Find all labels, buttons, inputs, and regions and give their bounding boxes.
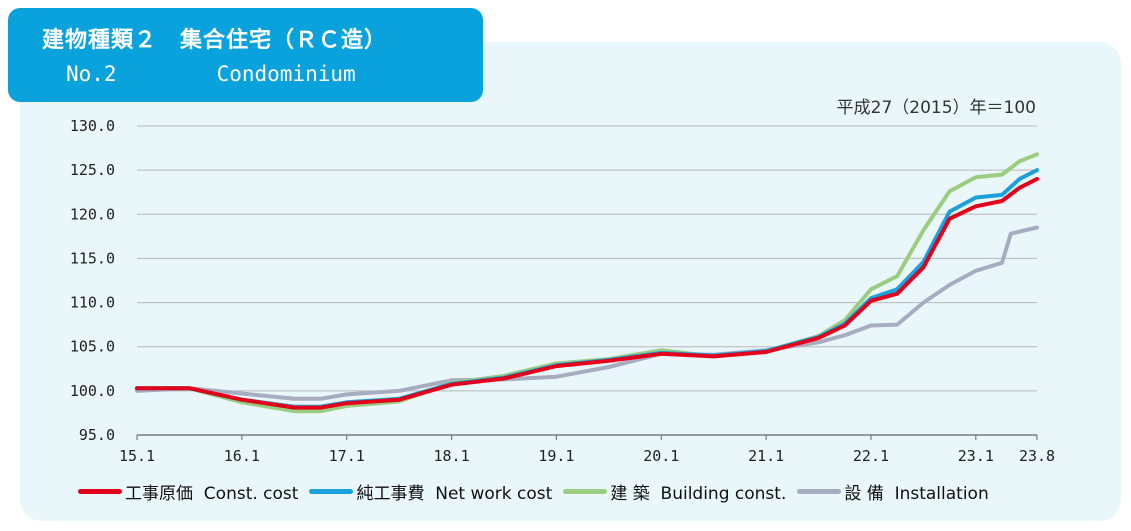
x-axis-tick-labels: 15.1 16.1 17.1 18.1 19.1 20.1 21.1 22.1 23.1 23.8 xyxy=(119,447,1055,465)
x-axis xyxy=(136,434,1038,440)
legend-item: 設 備 Installation xyxy=(797,479,989,504)
x-tick-label: 22.1 xyxy=(853,447,889,465)
x-tick-label: 20.1 xyxy=(643,447,679,465)
x-tick-label: 21.1 xyxy=(748,447,784,465)
y-tick-label: 120.0 xyxy=(70,205,115,223)
legend-swatch xyxy=(563,488,608,494)
chart-title-en: No.2 Condominium xyxy=(66,62,356,86)
x-tick-label: 23.1 xyxy=(958,447,994,465)
y-tick-label: 105.0 xyxy=(70,338,115,356)
y-axis-tick-labels: 130.0 125.0 120.0 115.0 110.0 105.0 100.0 95.0 xyxy=(70,117,115,444)
legend-swatch xyxy=(309,488,354,494)
legend-label: 工事原価 Const. cost xyxy=(125,483,299,504)
y-tick-label: 125.0 xyxy=(70,161,115,179)
gridlines xyxy=(137,125,1037,436)
legend-item: 工事原価 Const. cost xyxy=(78,479,298,504)
x-tick-label: 16.1 xyxy=(224,447,260,465)
series-lines xyxy=(135,152,1039,414)
legend-label: 設 備 Installation xyxy=(844,483,989,504)
legend-item: 純工事費 Net work cost xyxy=(309,479,552,504)
y-tick-label: 100.0 xyxy=(70,382,115,400)
y-tick-label: 110.0 xyxy=(70,294,115,312)
x-tick-label: 15.1 xyxy=(119,447,155,465)
series-line-3 xyxy=(135,225,1039,401)
x-tick-label: 23.8 xyxy=(1019,447,1055,465)
title-box: 建物種類２ 集合住宅（ＲＣ造） No.2 Condominium xyxy=(8,8,483,102)
chart-title-jp: 建物種類２ 集合住宅（ＲＣ造） xyxy=(42,28,388,53)
legend-item: 建 築 Building const. xyxy=(563,479,786,504)
chart-panel xyxy=(20,42,1121,521)
legend-swatch xyxy=(78,488,122,494)
series-line-0 xyxy=(135,177,1039,410)
x-tick-label: 19.1 xyxy=(538,447,574,465)
y-tick-label: 115.0 xyxy=(70,249,115,267)
y-tick-label: 95.0 xyxy=(79,426,115,444)
x-tick-label: 18.1 xyxy=(434,447,470,465)
legend: 工事原価 Const. cost 純工事費 Net work cost 建 築 Bu… xyxy=(78,478,1000,504)
legend-label: 建 築 Building const. xyxy=(610,483,787,504)
building-type-number: No.2 xyxy=(66,62,117,86)
base-year-note: 平成27（2015）年＝100 xyxy=(836,98,1036,118)
legend-label: 純工事費 Net work cost xyxy=(356,483,553,504)
building-type-name: Condominium xyxy=(216,62,356,86)
x-tick-label: 17.1 xyxy=(329,447,365,465)
y-tick-label: 130.0 xyxy=(70,117,115,135)
legend-swatch xyxy=(797,488,842,494)
